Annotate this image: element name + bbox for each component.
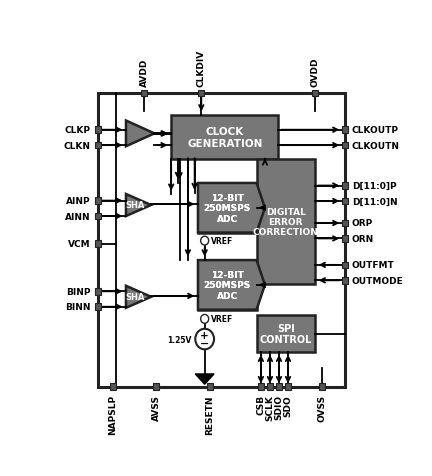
Text: −: − bbox=[200, 338, 210, 348]
Text: SDIO: SDIO bbox=[274, 394, 283, 419]
Text: SHA: SHA bbox=[126, 201, 145, 210]
Circle shape bbox=[200, 237, 209, 246]
Polygon shape bbox=[126, 121, 155, 147]
Text: OVSS: OVSS bbox=[318, 394, 326, 421]
Bar bbox=[319, 384, 325, 390]
Text: CLKDIV: CLKDIV bbox=[197, 50, 206, 87]
Polygon shape bbox=[195, 374, 214, 385]
Text: 12-BIT
250MSPS
ADC: 12-BIT 250MSPS ADC bbox=[203, 270, 251, 300]
Text: CLKN: CLKN bbox=[64, 141, 91, 150]
Bar bbox=[258, 384, 264, 390]
Text: CLKOUTP: CLKOUTP bbox=[352, 126, 399, 135]
Text: 1.25V: 1.25V bbox=[167, 335, 191, 344]
Bar bbox=[153, 384, 159, 390]
Text: SHA: SHA bbox=[126, 293, 145, 302]
Text: AVSS: AVSS bbox=[152, 394, 161, 420]
Bar bbox=[342, 142, 348, 149]
Polygon shape bbox=[126, 195, 151, 217]
Text: OUTMODE: OUTMODE bbox=[352, 276, 404, 285]
Circle shape bbox=[200, 315, 209, 324]
Bar bbox=[342, 236, 348, 242]
Text: ORN: ORN bbox=[352, 234, 374, 243]
Bar bbox=[206, 384, 213, 390]
Bar bbox=[276, 384, 282, 390]
Bar bbox=[198, 184, 257, 233]
Bar bbox=[98, 94, 345, 387]
Text: RESETN: RESETN bbox=[205, 394, 214, 434]
Bar bbox=[342, 127, 348, 134]
Text: AINP: AINP bbox=[66, 197, 91, 206]
Polygon shape bbox=[126, 286, 151, 308]
Text: OVDD: OVDD bbox=[311, 57, 320, 87]
Text: DIGITAL
ERROR
CORRECTION: DIGITAL ERROR CORRECTION bbox=[253, 207, 319, 237]
Text: CLOCK
GENERATION: CLOCK GENERATION bbox=[187, 127, 262, 149]
Text: CLKOUTN: CLKOUTN bbox=[352, 141, 400, 150]
Bar bbox=[95, 288, 101, 295]
Bar bbox=[95, 241, 101, 248]
Text: OUTFMT: OUTFMT bbox=[352, 261, 395, 270]
Text: CLKP: CLKP bbox=[65, 126, 91, 135]
Text: BINP: BINP bbox=[67, 287, 91, 296]
Text: VREF: VREF bbox=[211, 237, 233, 246]
Polygon shape bbox=[198, 184, 265, 233]
Text: AINN: AINN bbox=[65, 212, 91, 221]
Bar bbox=[257, 316, 315, 352]
Bar bbox=[342, 183, 348, 189]
Bar bbox=[342, 262, 348, 268]
Text: CSB: CSB bbox=[257, 394, 265, 415]
Bar bbox=[95, 198, 101, 205]
Text: BINN: BINN bbox=[65, 303, 91, 312]
Bar bbox=[312, 90, 318, 97]
Bar bbox=[197, 260, 276, 310]
Bar bbox=[342, 278, 348, 284]
Text: 12-BIT
250MSPS
ADC: 12-BIT 250MSPS ADC bbox=[203, 270, 251, 300]
Circle shape bbox=[195, 329, 214, 349]
Bar bbox=[285, 384, 291, 390]
Text: D[11:0]P: D[11:0]P bbox=[352, 182, 397, 190]
Text: D[11:0]N: D[11:0]N bbox=[352, 197, 397, 206]
Bar bbox=[171, 116, 278, 160]
Bar bbox=[257, 160, 315, 284]
Text: SPI
CONTROL: SPI CONTROL bbox=[260, 323, 312, 345]
Text: VCM: VCM bbox=[68, 239, 91, 248]
Text: 12-BIT
250MSPS
ADC: 12-BIT 250MSPS ADC bbox=[203, 193, 251, 223]
Bar bbox=[198, 260, 257, 310]
Text: ORP: ORP bbox=[352, 219, 373, 228]
Bar bbox=[95, 142, 101, 149]
Text: SCLK: SCLK bbox=[265, 394, 274, 420]
Bar bbox=[342, 220, 348, 227]
Bar bbox=[342, 198, 348, 205]
Text: 12-BIT
250MSPS
ADC: 12-BIT 250MSPS ADC bbox=[203, 193, 251, 223]
Text: AVDD: AVDD bbox=[140, 58, 149, 87]
Bar bbox=[95, 304, 101, 310]
Bar bbox=[95, 127, 101, 134]
Text: +: + bbox=[200, 331, 209, 341]
Text: SDO: SDO bbox=[283, 394, 292, 416]
Bar bbox=[197, 183, 276, 233]
Polygon shape bbox=[198, 260, 265, 310]
Bar bbox=[198, 90, 204, 97]
Bar bbox=[141, 90, 147, 97]
Text: VREF: VREF bbox=[211, 315, 233, 324]
Bar bbox=[267, 384, 273, 390]
Bar bbox=[110, 384, 116, 390]
Bar bbox=[95, 213, 101, 220]
Text: NAPSLP: NAPSLP bbox=[108, 394, 117, 435]
